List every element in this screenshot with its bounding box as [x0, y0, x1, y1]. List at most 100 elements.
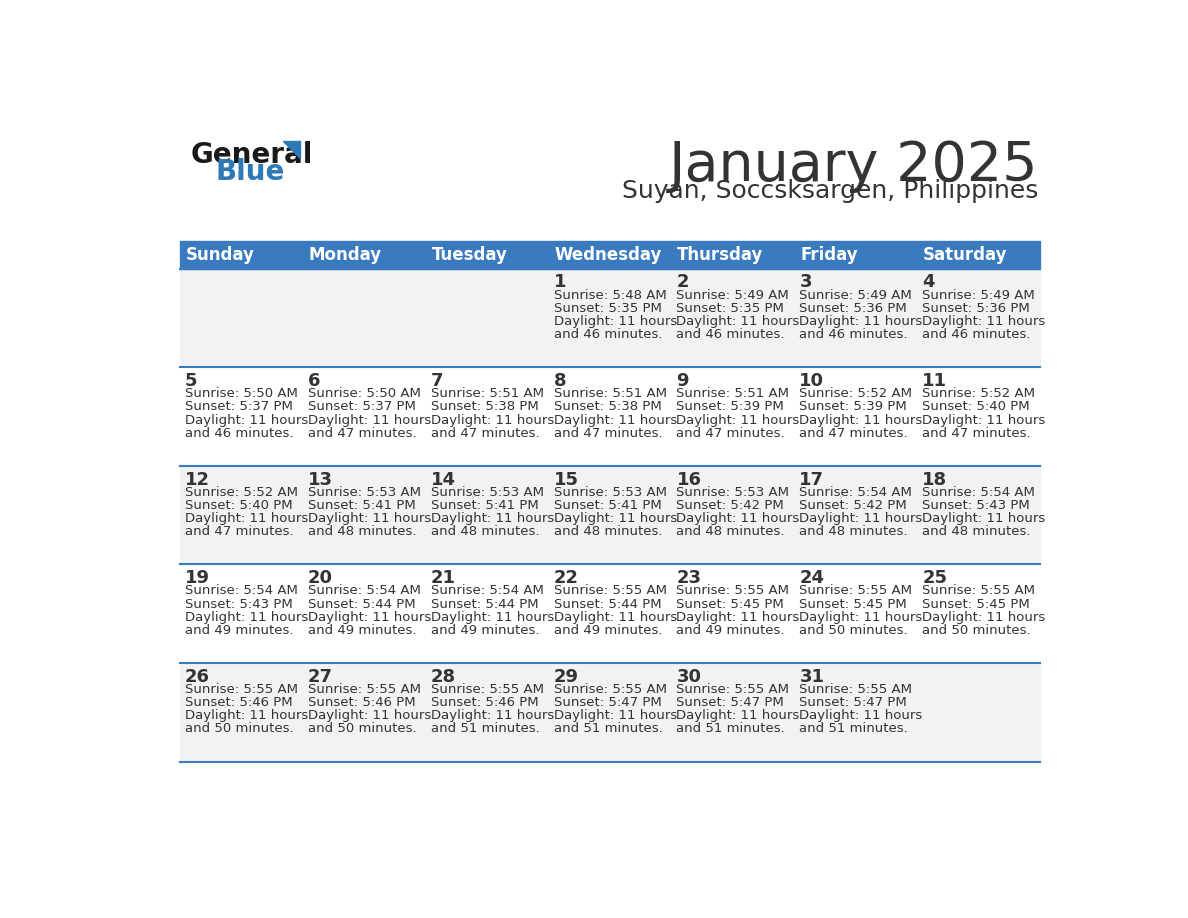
Text: Sunset: 5:40 PM: Sunset: 5:40 PM: [922, 400, 1030, 413]
Text: Daylight: 11 hours: Daylight: 11 hours: [554, 610, 677, 623]
Text: Daylight: 11 hours: Daylight: 11 hours: [800, 512, 923, 525]
Text: Daylight: 11 hours: Daylight: 11 hours: [431, 512, 554, 525]
Text: Daylight: 11 hours: Daylight: 11 hours: [431, 610, 554, 623]
Text: and 50 minutes.: and 50 minutes.: [922, 623, 1031, 637]
Text: Daylight: 11 hours: Daylight: 11 hours: [554, 413, 677, 427]
Text: Sunset: 5:42 PM: Sunset: 5:42 PM: [800, 499, 908, 512]
Text: Sunset: 5:38 PM: Sunset: 5:38 PM: [431, 400, 538, 413]
Text: and 48 minutes.: and 48 minutes.: [554, 525, 662, 538]
Text: Daylight: 11 hours: Daylight: 11 hours: [800, 413, 923, 427]
Text: 11: 11: [922, 372, 947, 390]
Text: 19: 19: [185, 569, 210, 588]
Text: and 47 minutes.: and 47 minutes.: [676, 427, 785, 440]
Text: and 47 minutes.: and 47 minutes.: [554, 427, 662, 440]
Text: Sunrise: 5:54 AM: Sunrise: 5:54 AM: [431, 585, 544, 598]
Text: Sunset: 5:45 PM: Sunset: 5:45 PM: [800, 598, 908, 610]
Text: Sunset: 5:45 PM: Sunset: 5:45 PM: [676, 598, 784, 610]
Bar: [179, 466, 1040, 565]
Text: 1: 1: [554, 274, 567, 291]
Text: Sunrise: 5:55 AM: Sunrise: 5:55 AM: [922, 585, 1035, 598]
Text: 20: 20: [308, 569, 333, 588]
Text: General: General: [191, 141, 314, 169]
Bar: [179, 241, 1040, 269]
Text: Tuesday: Tuesday: [431, 246, 507, 263]
Text: and 47 minutes.: and 47 minutes.: [431, 427, 539, 440]
Text: and 51 minutes.: and 51 minutes.: [431, 722, 539, 735]
Text: 26: 26: [185, 667, 210, 686]
Text: Sunrise: 5:51 AM: Sunrise: 5:51 AM: [676, 387, 790, 400]
Text: and 48 minutes.: and 48 minutes.: [676, 525, 785, 538]
Text: Daylight: 11 hours: Daylight: 11 hours: [185, 413, 308, 427]
Text: Sunrise: 5:53 AM: Sunrise: 5:53 AM: [308, 486, 421, 498]
Text: Sunrise: 5:49 AM: Sunrise: 5:49 AM: [800, 289, 912, 302]
Text: Blue: Blue: [216, 158, 285, 186]
Text: and 51 minutes.: and 51 minutes.: [676, 722, 785, 735]
Text: Daylight: 11 hours: Daylight: 11 hours: [676, 610, 800, 623]
Text: Sunset: 5:41 PM: Sunset: 5:41 PM: [554, 499, 662, 512]
Text: 23: 23: [676, 569, 701, 588]
Text: Wednesday: Wednesday: [555, 246, 662, 263]
Text: Sunrise: 5:55 AM: Sunrise: 5:55 AM: [554, 585, 666, 598]
Text: and 46 minutes.: and 46 minutes.: [800, 328, 908, 341]
Text: and 50 minutes.: and 50 minutes.: [308, 722, 417, 735]
Text: and 47 minutes.: and 47 minutes.: [185, 525, 293, 538]
Text: January 2025: January 2025: [669, 140, 1038, 194]
Text: 6: 6: [308, 372, 321, 390]
Text: Sunrise: 5:55 AM: Sunrise: 5:55 AM: [308, 683, 421, 696]
Text: Sunrise: 5:55 AM: Sunrise: 5:55 AM: [800, 683, 912, 696]
Text: Sunrise: 5:53 AM: Sunrise: 5:53 AM: [431, 486, 544, 498]
Text: and 46 minutes.: and 46 minutes.: [185, 427, 293, 440]
Text: Sunrise: 5:52 AM: Sunrise: 5:52 AM: [800, 387, 912, 400]
Text: and 49 minutes.: and 49 minutes.: [676, 623, 785, 637]
Text: Sunrise: 5:55 AM: Sunrise: 5:55 AM: [676, 585, 790, 598]
Text: Sunrise: 5:52 AM: Sunrise: 5:52 AM: [922, 387, 1035, 400]
Text: and 47 minutes.: and 47 minutes.: [922, 427, 1031, 440]
Text: Daylight: 11 hours: Daylight: 11 hours: [185, 710, 308, 722]
Text: Sunrise: 5:53 AM: Sunrise: 5:53 AM: [676, 486, 790, 498]
Text: and 46 minutes.: and 46 minutes.: [676, 328, 785, 341]
Text: Sunrise: 5:55 AM: Sunrise: 5:55 AM: [185, 683, 298, 696]
Text: 28: 28: [431, 667, 456, 686]
Text: and 50 minutes.: and 50 minutes.: [185, 722, 293, 735]
Text: Sunrise: 5:55 AM: Sunrise: 5:55 AM: [554, 683, 666, 696]
Text: Daylight: 11 hours: Daylight: 11 hours: [922, 413, 1045, 427]
Text: 12: 12: [185, 471, 210, 488]
Text: Daylight: 11 hours: Daylight: 11 hours: [800, 610, 923, 623]
Text: Sunset: 5:41 PM: Sunset: 5:41 PM: [431, 499, 538, 512]
Text: 22: 22: [554, 569, 579, 588]
Text: 8: 8: [554, 372, 567, 390]
Text: Daylight: 11 hours: Daylight: 11 hours: [554, 512, 677, 525]
Text: Sunset: 5:42 PM: Sunset: 5:42 PM: [676, 499, 784, 512]
Text: Sunrise: 5:50 AM: Sunrise: 5:50 AM: [185, 387, 298, 400]
Text: 25: 25: [922, 569, 947, 588]
Text: Daylight: 11 hours: Daylight: 11 hours: [308, 512, 431, 525]
Text: Sunset: 5:40 PM: Sunset: 5:40 PM: [185, 499, 292, 512]
Text: Sunset: 5:43 PM: Sunset: 5:43 PM: [922, 499, 1030, 512]
Text: Daylight: 11 hours: Daylight: 11 hours: [676, 710, 800, 722]
Text: 24: 24: [800, 569, 824, 588]
Text: Sunrise: 5:54 AM: Sunrise: 5:54 AM: [308, 585, 421, 598]
Text: Sunset: 5:38 PM: Sunset: 5:38 PM: [554, 400, 662, 413]
Text: Sunrise: 5:48 AM: Sunrise: 5:48 AM: [554, 289, 666, 302]
Text: Sunset: 5:45 PM: Sunset: 5:45 PM: [922, 598, 1030, 610]
Text: 2: 2: [676, 274, 689, 291]
Text: Daylight: 11 hours: Daylight: 11 hours: [431, 710, 554, 722]
Text: Sunset: 5:44 PM: Sunset: 5:44 PM: [554, 598, 662, 610]
Text: Thursday: Thursday: [677, 246, 764, 263]
Text: Sunset: 5:37 PM: Sunset: 5:37 PM: [185, 400, 292, 413]
Text: 4: 4: [922, 274, 935, 291]
Text: Daylight: 11 hours: Daylight: 11 hours: [922, 610, 1045, 623]
Text: Daylight: 11 hours: Daylight: 11 hours: [431, 413, 554, 427]
Bar: [179, 367, 1040, 466]
Text: Sunset: 5:36 PM: Sunset: 5:36 PM: [922, 302, 1030, 315]
Text: Sunrise: 5:52 AM: Sunrise: 5:52 AM: [185, 486, 298, 498]
Text: Sunset: 5:36 PM: Sunset: 5:36 PM: [800, 302, 908, 315]
Text: Sunset: 5:46 PM: Sunset: 5:46 PM: [185, 696, 292, 709]
Text: Sunrise: 5:50 AM: Sunrise: 5:50 AM: [308, 387, 421, 400]
Text: and 48 minutes.: and 48 minutes.: [800, 525, 908, 538]
Text: Suyan, Soccsksargen, Philippines: Suyan, Soccsksargen, Philippines: [621, 179, 1038, 204]
Text: 27: 27: [308, 667, 333, 686]
Text: 31: 31: [800, 667, 824, 686]
Text: Sunrise: 5:51 AM: Sunrise: 5:51 AM: [554, 387, 666, 400]
Text: Daylight: 11 hours: Daylight: 11 hours: [676, 512, 800, 525]
